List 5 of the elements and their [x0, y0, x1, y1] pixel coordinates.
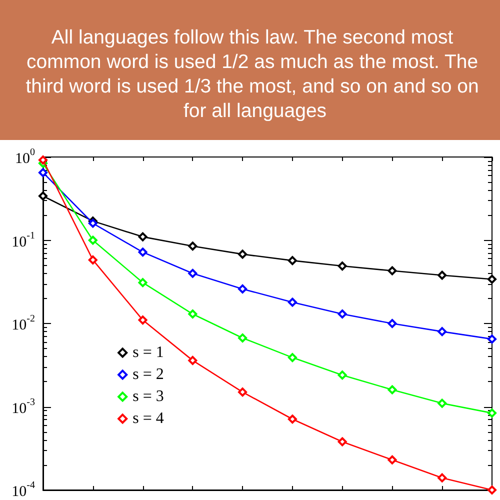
legend-label: s = 4 — [132, 410, 164, 428]
legend-label: s = 1 — [132, 344, 164, 362]
chart-title: All languages follow this law. The second most common word is used 1/2 as much as the most. The third word is used 1/3 the most, and so on and so on for all languages — [26, 26, 484, 122]
legend-label: s = 2 — [132, 366, 164, 384]
legend-label: s = 3 — [132, 388, 164, 406]
